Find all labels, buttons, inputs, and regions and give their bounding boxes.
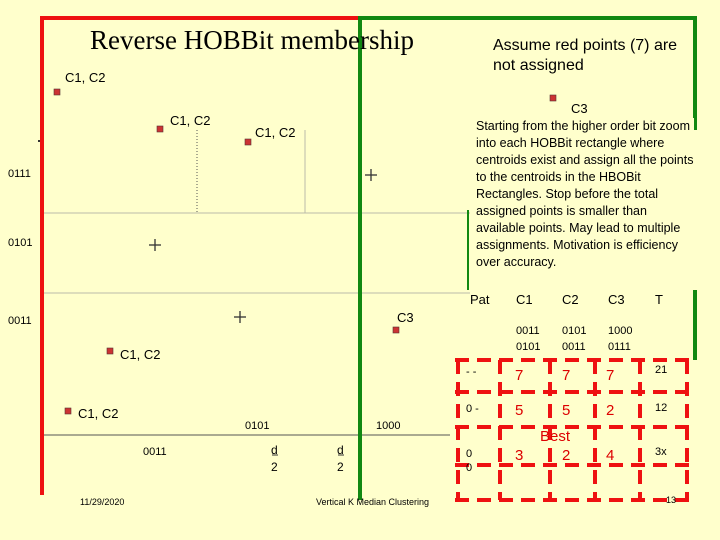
red-rectangle — [40, 16, 360, 495]
data-point — [106, 347, 114, 355]
table-cell: 12 — [655, 402, 668, 414]
table-header-pat: Pat — [470, 292, 490, 307]
point-label: C1, C2 — [65, 70, 106, 85]
x-axis-label: 0101 — [245, 420, 270, 432]
table-cell: 3x — [655, 446, 667, 458]
data-point — [392, 326, 400, 334]
data-point — [156, 125, 164, 133]
y-axis-label: 0111 — [8, 168, 31, 180]
table-cell: 2 — [562, 447, 571, 464]
slide-date: 11/29/2020 — [80, 497, 125, 507]
table-header-t: T — [655, 292, 663, 307]
table-cell-pat: - - — [466, 366, 477, 378]
table-cell-pat: 0 - — [466, 403, 479, 415]
description-note: Starting from the higher order bit zoom … — [476, 118, 694, 271]
distance-label: d — [271, 443, 278, 457]
table-header-c2: C2 — [562, 292, 579, 307]
table-cell: 3 — [515, 447, 524, 464]
table-cell-pat: 0 0 — [466, 448, 473, 474]
best-label: Best — [540, 428, 571, 445]
green-rectangle — [358, 16, 697, 500]
distance-label: 2 — [337, 460, 344, 474]
table-cell: 7 — [515, 367, 524, 384]
y-axis-label: 0101 — [8, 237, 33, 249]
point-label: C1, C2 — [78, 406, 119, 421]
slide-title: Reverse HOBBit membership — [90, 25, 414, 55]
table-cell: 7 — [606, 367, 615, 384]
table-header-c3: C3 — [608, 292, 625, 307]
data-point — [64, 407, 72, 415]
table-cell: 21 — [655, 364, 668, 376]
point-label: C3 — [397, 310, 414, 325]
x-axis-label: 1000 — [376, 420, 401, 432]
table-cell: 5 — [515, 402, 524, 419]
data-point — [244, 138, 252, 146]
x-axis-label: 0011 — [143, 446, 167, 458]
assumption-text: Assume red points (7) are not assigned — [493, 37, 678, 74]
y-axis-label: 0011 — [8, 315, 32, 327]
table-subheader: 1000 0111 — [608, 325, 633, 353]
table-cell: 4 — [606, 447, 615, 464]
data-point — [549, 94, 557, 102]
point-label: C1, C2 — [255, 125, 296, 140]
table-header-c1: C1 — [516, 292, 533, 307]
point-label: C3 — [571, 101, 588, 116]
table-cell: 2 — [606, 402, 615, 419]
point-label: C1, C2 — [170, 113, 211, 128]
table-cell: 5 — [562, 402, 571, 419]
data-point — [53, 88, 61, 96]
footer-title: Vertical K Median Clustering — [316, 497, 430, 507]
data-point — [38, 140, 40, 142]
page-number: 13 — [666, 495, 677, 505]
table-cell: 7 — [562, 367, 571, 384]
distance-label: d — [337, 443, 344, 457]
distance-label: 2 — [271, 460, 278, 474]
point-label: C1, C2 — [120, 347, 161, 362]
table-subheader: 0101 0011 — [562, 325, 587, 353]
table-subheader: 0011 0101 — [516, 325, 541, 353]
